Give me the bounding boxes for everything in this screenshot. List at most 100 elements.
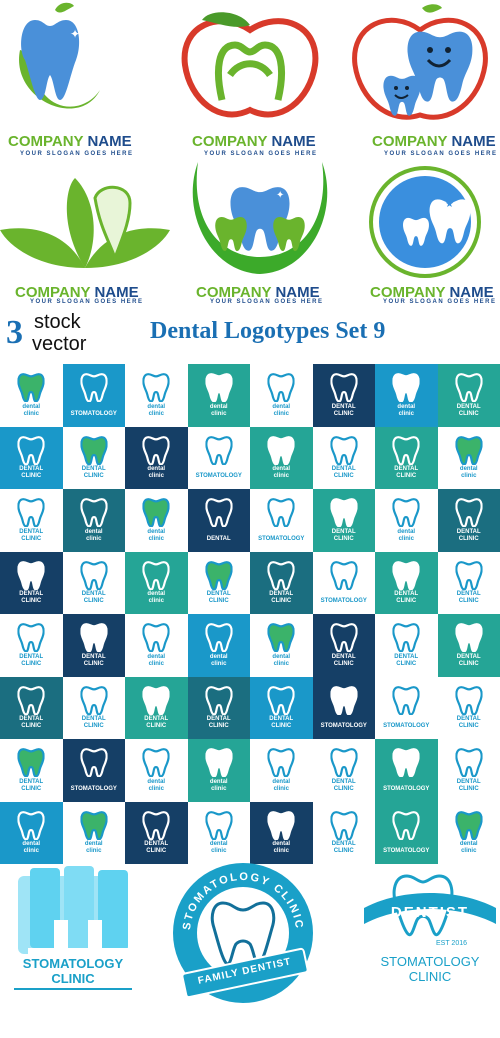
tile-label-line: CLINIC: [458, 723, 479, 729]
tile-label-line: STOMATOLOGY: [195, 473, 242, 479]
divider: [14, 988, 132, 990]
tile-label-line: DENTAL: [331, 778, 356, 785]
tile-label-line: dental: [272, 403, 291, 410]
tile-label: DENTAL CLINIC: [313, 779, 376, 793]
grid-logo-tile: dental clinic: [125, 426, 188, 489]
svg-text:★: ★: [445, 199, 454, 210]
tile-label-line: DENTAL: [81, 653, 106, 660]
logo-tooth-swoosh: ✦ COMPANY NAME YOUR SLOGAN GOES HERE: [0, 0, 160, 165]
tooth-icon: [329, 372, 359, 402]
tile-label: dental clinic: [188, 779, 251, 793]
tooth-swoosh-icon: ✦: [19, 2, 101, 109]
tile-label: DENTAL CLINIC: [0, 716, 63, 730]
tile-label-line: clinic: [148, 410, 164, 417]
tooth-icon: [204, 497, 234, 527]
tile-label-line: CLINIC: [333, 473, 354, 479]
company-word-2: NAME: [449, 284, 494, 301]
grid-logo-tile: DENTAL CLINIC: [437, 614, 500, 677]
grid-logo-tile: DENTAL CLINIC: [437, 739, 500, 802]
tile-label-line: CLINIC: [458, 410, 479, 417]
tile-label: DENTAL CLINIC: [313, 529, 376, 543]
company-word-1: COMPANY: [372, 133, 448, 150]
logo-dentist-ribbon: DENTIST EST 2016 STOMATOLOGY CLINIC: [362, 870, 498, 1000]
tile-label: DENTAL CLINIC: [188, 591, 251, 605]
stomatology-label: STOMATOLOGY: [380, 954, 480, 969]
tile-label-line: dental: [22, 841, 41, 847]
tile-label: STOMATOLOGY: [188, 473, 251, 480]
grid-logo-tile: STOMATOLOGY: [312, 676, 376, 739]
tile-label-line: CLINIC: [208, 598, 229, 604]
tile-label-line: clinic: [211, 660, 227, 667]
grid-logo-tile: DENTAL CLINIC: [0, 676, 63, 739]
tile-label: dental clinic: [188, 841, 251, 855]
tile-label-line: CLINIC: [396, 598, 417, 604]
tile-label-line: CLINIC: [458, 598, 479, 604]
grid-logo-tile: DENTAL CLINIC: [375, 614, 438, 677]
company-word-1: COMPANY: [196, 284, 272, 301]
tile-label-line: DENTAL: [19, 466, 44, 472]
grid-logo-tile: DENTAL CLINIC: [250, 676, 313, 739]
tile-label-line: clinic: [23, 410, 39, 417]
tooth-icon: [266, 435, 296, 465]
tile-label-line: DENTAL: [144, 716, 169, 722]
tile-label-line: CLINIC: [83, 598, 104, 604]
tooth-icon: [391, 560, 421, 590]
logo-apple-tooth: COMPANY NAME YOUR SLOGAN GOES HERE: [170, 0, 330, 165]
grid-logo-tile: dental clinic: [250, 801, 313, 864]
tile-label-line: STOMATOLOGY: [320, 723, 367, 729]
circle-teeth-icon: ★: [369, 166, 481, 278]
tile-label-line: clinic: [398, 410, 414, 417]
tile-label-line: DENTAL: [456, 528, 481, 535]
tile-label: DENTAL CLINIC: [125, 841, 188, 855]
grid-logo-tile: dental clinic: [125, 364, 188, 427]
grid-logo-tile: STOMATOLOGY: [375, 676, 438, 739]
tile-label-line: DENTAL: [206, 535, 231, 542]
tooth-icon: [79, 622, 109, 652]
tile-label-line: CLINIC: [458, 535, 479, 542]
tile-label-line: dental: [147, 528, 166, 535]
slogan: YOUR SLOGAN GOES HERE: [20, 151, 134, 157]
tile-label-line: DENTAL: [269, 591, 294, 597]
tooth-icon: [79, 747, 109, 777]
grid-logo-tile: DENTAL CLINIC: [312, 364, 375, 427]
tooth-icon: [79, 810, 109, 840]
tile-label-line: dental: [209, 403, 228, 410]
tile-label: dental clinic: [125, 466, 188, 480]
tooth-icon: [16, 810, 46, 840]
tile-label: DENTAL CLINIC: [438, 404, 500, 418]
dentist-tooth-icon: [364, 874, 496, 937]
tile-label-line: DENTAL: [331, 466, 356, 472]
grid-logo-tile: dental clinic: [437, 426, 500, 489]
tile-label-line: CLINIC: [21, 473, 42, 479]
grid-logo-tile: DENTAL CLINIC: [0, 489, 63, 552]
tile-label: STOMATOLOGY: [313, 723, 376, 730]
grid-logo-tile: DENTAL CLINIC: [62, 426, 126, 489]
tooth-icon: [329, 435, 359, 465]
tile-label: DENTAL CLINIC: [0, 529, 63, 543]
grid-logo-tile: dental clinic: [0, 801, 63, 864]
tile-label-line: clinic: [211, 410, 227, 417]
tile-label: STOMATOLOGY: [375, 723, 438, 730]
tile-label: dental clinic: [0, 404, 63, 418]
grid-logo-tile: dental clinic: [125, 489, 188, 552]
tooth-icon: [79, 497, 109, 527]
tile-label: DENTAL CLINIC: [63, 466, 126, 480]
grid-logo-tile: dental clinic: [250, 614, 313, 677]
tooth-icon: [141, 372, 171, 402]
tile-label-line: clinic: [23, 848, 39, 854]
tooth-icon: [16, 435, 46, 465]
grid-logo-tile: dental clinic: [187, 364, 250, 427]
tile-label-line: STOMATOLOGY: [70, 785, 117, 792]
tile-label: dental clinic: [438, 841, 500, 855]
tile-label-line: DENTAL: [19, 653, 44, 660]
tile-label-line: DENTAL: [394, 653, 419, 660]
tile-label: dental clinic: [125, 654, 188, 668]
tile-label-line: CLINIC: [21, 598, 42, 604]
tile-label-line: CLINIC: [21, 723, 42, 729]
tooth-icon: [16, 685, 46, 715]
grid-logo-tile: DENTAL CLINIC: [62, 551, 125, 614]
tile-label-line: STOMATOLOGY: [383, 848, 430, 854]
tile-label: dental clinic: [188, 654, 251, 668]
tile-label-line: CLINIC: [396, 660, 417, 667]
tile-label-line: DENTAL: [144, 841, 169, 847]
